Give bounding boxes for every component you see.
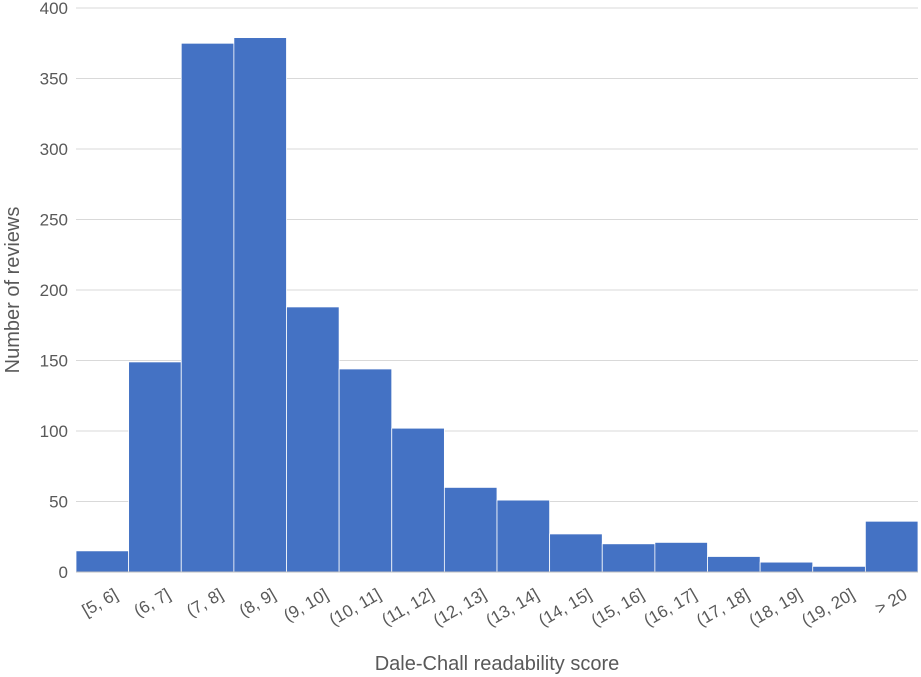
bar [759, 561, 814, 573]
bar [549, 533, 603, 573]
y-tick-label: 300 [40, 140, 68, 159]
x-tick-label: (7, 8] [183, 585, 226, 621]
x-tick-label: (15, 16] [588, 585, 647, 630]
x-tick-label: (6, 7] [131, 585, 174, 621]
bar [180, 42, 235, 573]
y-axis-ticks: 0 50 100 150 200 250 300 350 400 [40, 0, 68, 582]
y-tick-label: 100 [40, 422, 68, 441]
x-tick-label: (17, 18] [693, 585, 752, 630]
y-tick-label: 400 [40, 0, 68, 18]
x-tick-label: (10, 11] [326, 585, 384, 630]
x-tick-label: > 20 [872, 585, 911, 618]
x-tick-label: (11, 12] [379, 585, 437, 630]
bar [128, 361, 182, 573]
y-tick-label: 150 [40, 352, 68, 371]
x-tick-label: (13, 14] [483, 585, 542, 630]
x-tick-label: (16, 17] [641, 585, 700, 630]
y-axis-title: Number of reviews [2, 207, 24, 374]
x-tick-label: (9, 10] [280, 585, 331, 626]
x-axis-title: Dale-Chall readability score [375, 653, 620, 675]
x-tick-label: (18, 19] [746, 585, 805, 630]
x-tick-label: (8, 9] [236, 585, 279, 621]
bars [75, 37, 919, 573]
y-tick-label: 350 [40, 70, 68, 89]
x-axis-ticks: [5, 6] (6, 7] (7, 8] (8, 9] (9, 10](10, 11](… [79, 585, 911, 630]
bar [286, 306, 340, 573]
y-tick-label: 50 [49, 493, 68, 512]
bar [654, 541, 708, 573]
bar [443, 486, 498, 573]
bar [707, 556, 761, 573]
x-tick-label: [5, 6] [79, 585, 121, 620]
bar [812, 565, 866, 573]
x-tick-label: (12, 13] [430, 585, 489, 630]
x-tick-label: (19, 20] [798, 585, 857, 630]
y-tick-label: 200 [40, 281, 68, 300]
bar [233, 37, 287, 573]
bar [338, 368, 393, 573]
bar [496, 499, 551, 573]
y-tick-label: 250 [40, 211, 68, 230]
bar [864, 520, 919, 573]
x-tick-label: (14, 15] [535, 585, 594, 630]
bar [391, 427, 445, 573]
bar [75, 550, 130, 573]
y-tick-label: 0 [59, 563, 68, 582]
bar [601, 543, 656, 573]
